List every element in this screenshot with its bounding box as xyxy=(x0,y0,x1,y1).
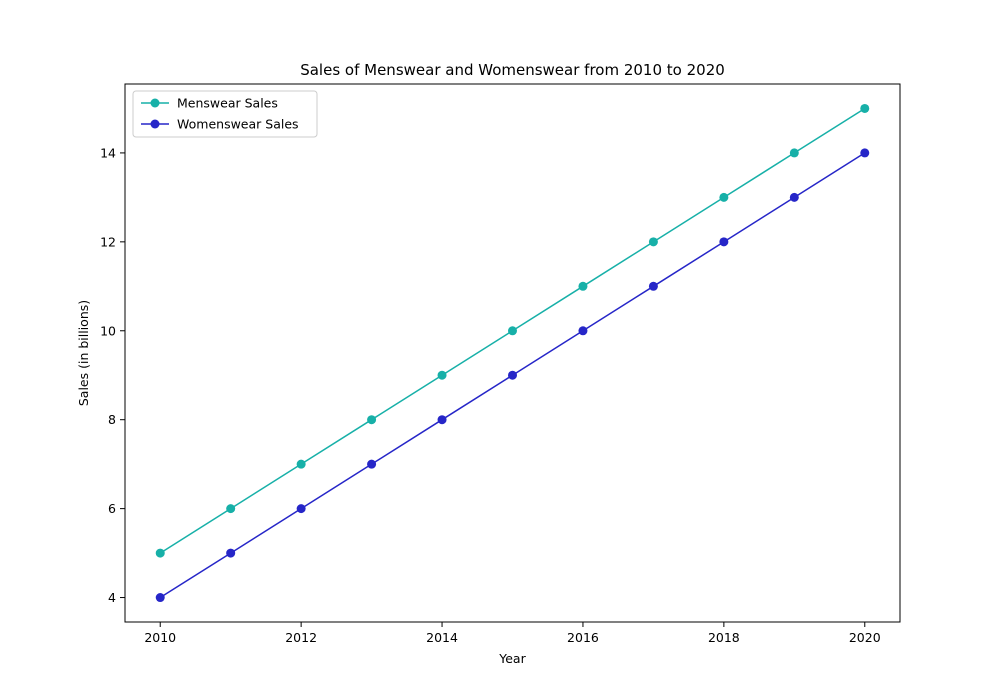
data-point-menswear-sales xyxy=(367,415,377,425)
x-tick-label: 2016 xyxy=(567,630,599,645)
data-point-womenswear-sales xyxy=(508,370,517,380)
x-tick-label: 2010 xyxy=(144,630,176,645)
x-axis-label: Year xyxy=(498,651,526,666)
data-point-womenswear-sales xyxy=(789,192,799,202)
data-point-menswear-sales xyxy=(155,548,165,558)
data-point-womenswear-sales xyxy=(578,326,588,336)
legend-item: Womenswear Sales xyxy=(141,117,299,132)
legend-item: Menswear Sales xyxy=(141,96,278,111)
y-tick-label: 4 xyxy=(108,590,116,605)
data-point-menswear-sales xyxy=(719,192,729,202)
data-point-womenswear-sales xyxy=(648,281,658,291)
data-point-menswear-sales xyxy=(226,504,236,514)
data-point-menswear-sales xyxy=(648,237,658,247)
data-point-womenswear-sales xyxy=(296,504,306,514)
x-tick-label: 2014 xyxy=(426,630,458,645)
legend-label: Menswear Sales xyxy=(177,96,278,111)
data-point-womenswear-sales xyxy=(860,148,870,158)
y-tick-label: 14 xyxy=(100,145,116,160)
data-point-menswear-sales xyxy=(860,103,870,113)
series-layer xyxy=(155,103,870,603)
x-tick-label: 2018 xyxy=(708,630,740,645)
x-tick-label: 2020 xyxy=(849,630,881,645)
legend-box xyxy=(132,90,318,138)
data-point-womenswear-sales xyxy=(719,237,729,247)
y-tick-label: 6 xyxy=(108,501,116,516)
chart-title: Sales of Menswear and Womenswear from 20… xyxy=(300,61,725,79)
legend-label: Womenswear Sales xyxy=(177,117,299,132)
data-point-menswear-sales xyxy=(578,281,588,291)
y-axis-label: Sales (in billions) xyxy=(76,300,91,406)
y-tick-label: 12 xyxy=(100,234,116,249)
data-point-menswear-sales xyxy=(437,370,447,380)
data-point-menswear-sales xyxy=(508,326,517,336)
data-point-womenswear-sales xyxy=(367,459,377,469)
y-tick-label: 8 xyxy=(108,412,116,427)
data-point-womenswear-sales xyxy=(155,593,165,603)
legend: Menswear Sales Womenswear Sales xyxy=(132,90,318,138)
y-axis-ticks: 4 6 8 10 12 14 xyxy=(100,145,125,605)
plot-area xyxy=(124,83,901,623)
y-tick-label: 10 xyxy=(100,323,116,338)
data-point-womenswear-sales xyxy=(226,548,236,558)
x-tick-label: 2012 xyxy=(285,630,317,645)
legend-marker-swatch xyxy=(150,119,160,129)
x-axis-ticks: 2010 2012 2014 2016 2018 2020 xyxy=(144,622,881,645)
data-point-womenswear-sales xyxy=(437,415,447,425)
data-point-menswear-sales xyxy=(296,459,306,469)
legend-marker-swatch xyxy=(150,98,160,108)
data-point-menswear-sales xyxy=(789,148,799,158)
